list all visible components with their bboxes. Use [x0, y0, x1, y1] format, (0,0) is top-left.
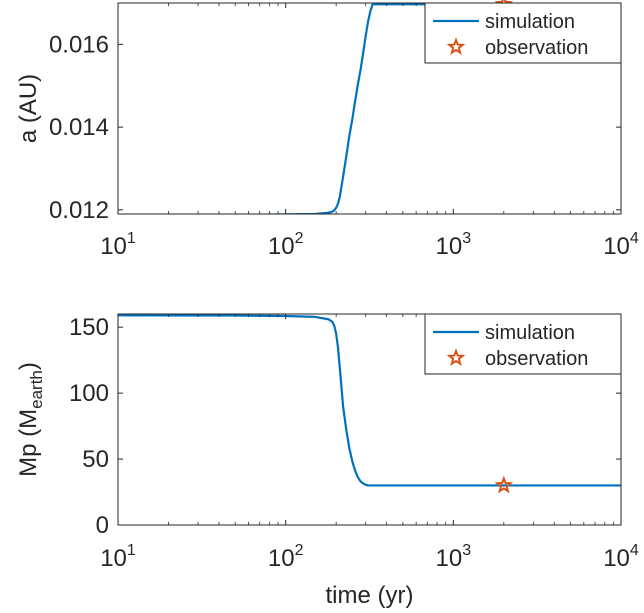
plot-top-legend: simulation observation: [424, 2, 622, 64]
y-axis-label-base: Mp (M: [15, 409, 42, 477]
y-axis-label-text: a (AU): [15, 74, 42, 143]
plot-top-axes-box: [117, 2, 622, 215]
x-tick-label: 103: [436, 230, 472, 260]
x-tick-label: 101: [100, 230, 136, 260]
plot-bottom-legend: simulation observation: [424, 313, 622, 375]
legend-label: observation: [485, 348, 588, 370]
y-tick-label: 150: [69, 314, 109, 341]
x-tick-label: 104: [603, 542, 639, 572]
x-tick-label: 102: [268, 230, 304, 260]
legend-box: [424, 313, 622, 375]
plot-top-y-axis-label: a (AU): [15, 74, 42, 143]
plot-bottom-axes-box: [117, 313, 622, 526]
plot-top-lines: [118, 3, 621, 214]
x-tick-label: 102: [268, 542, 304, 572]
x-tick-label: 104: [603, 230, 639, 260]
x-tick-label: 101: [100, 542, 136, 572]
legend-label: simulation: [485, 11, 575, 33]
legend-observation-marker: [446, 348, 466, 366]
y-tick-label: 0.014: [49, 114, 109, 141]
plot-bottom-y-axis-label: Mp (Mearth): [15, 362, 46, 477]
observation-marker: [494, 475, 514, 494]
legend-label: simulation: [485, 322, 575, 344]
y-tick-label: 0: [96, 512, 109, 539]
legend-box: [424, 2, 622, 64]
simulation-line: [118, 3, 621, 214]
y-axis-label-subscript: earth: [27, 370, 46, 409]
y-tick-label: 100: [69, 380, 109, 407]
y-tick-label: 50: [82, 446, 109, 473]
x-tick-label: 103: [436, 542, 472, 572]
y-tick-label: 0.012: [49, 197, 109, 224]
x-axis-label: time (yr): [326, 582, 414, 609]
plot-bottom-markers: [494, 475, 514, 494]
plot-top: 101 102 103 104 0.012 0.014 0.016 a (AU) simul…: [15, 0, 639, 260]
simulation-line: [118, 314, 621, 487]
y-axis-label-text: Mp (Mearth): [15, 362, 46, 477]
y-axis-label-close: ): [15, 362, 42, 370]
plot-bottom-lines: [118, 314, 621, 487]
plot-bottom-ticks: 101 102 103 104 0 50 100 150: [69, 314, 639, 572]
plot-bottom: 101 102 103 104 0 50 100 150 Mp (Mearth) time (…: [15, 313, 639, 609]
legend-observation-marker: [446, 37, 466, 55]
plot-top-ticks: 101 102 103 104 0.012 0.014 0.016: [49, 3, 639, 260]
legend-label: observation: [485, 37, 588, 59]
y-tick-label: 0.016: [49, 31, 109, 58]
